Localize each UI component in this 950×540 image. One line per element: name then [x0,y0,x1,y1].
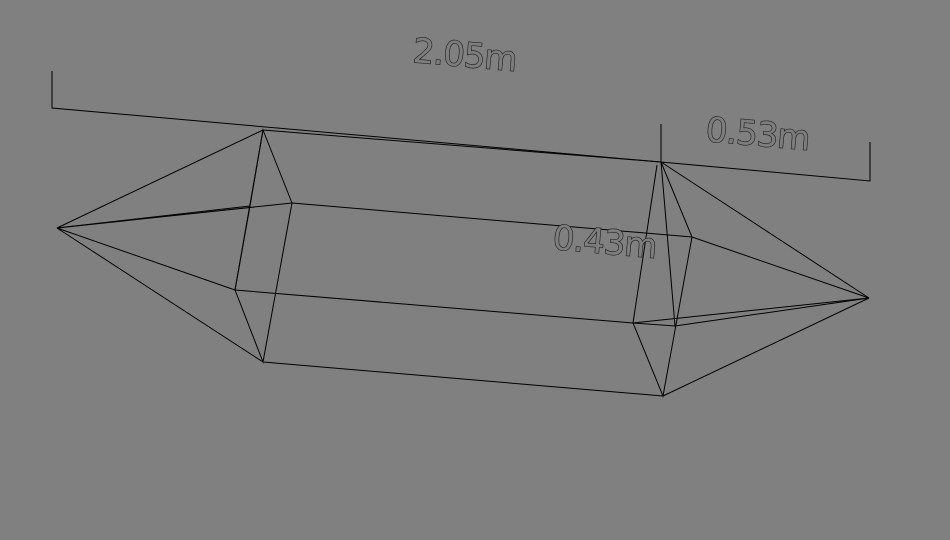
right-tip-edge [662,297,870,397]
right-tip-edge [632,297,870,324]
right-tip-edge [691,236,870,299]
end-length-dimension-label[interactable]: 0.53m [704,110,812,160]
right-hexagon-edge-back [632,164,658,324]
length-dimension-line [51,71,661,163]
left-tip-edge [56,205,251,229]
left-hexagon-edge [234,128,293,364]
left-tip-edge [56,129,264,229]
right-hexagon-edge [632,161,693,398]
prism-edge-top [262,129,662,163]
right-tip-edge [660,161,870,299]
end-length-dimension-line [660,124,871,182]
prism-edge-middle [234,289,634,324]
prism-edge-bottom [262,361,664,397]
width-dimension-label[interactable]: 0.43m [551,218,659,268]
left-tip-edge [56,227,264,363]
wireframe-mesh[interactable] [56,128,870,398]
dimension-guides [51,71,871,182]
left-hexagon-edge-back [234,129,264,291]
left-tip-edge [56,227,236,291]
right-tip-edge [674,297,870,327]
length-dimension-label[interactable]: 2.05m [411,31,519,81]
prism-edge-upper [291,202,693,238]
